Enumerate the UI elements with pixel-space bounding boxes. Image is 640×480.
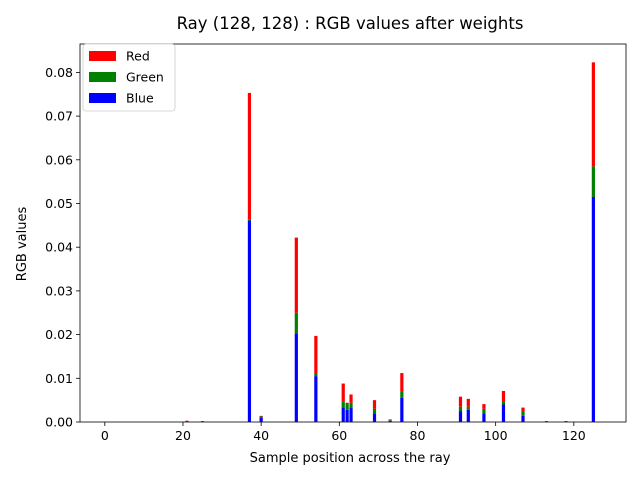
bar-green-91 bbox=[458, 406, 463, 412]
bar-green-69 bbox=[372, 408, 377, 414]
bar-green-102 bbox=[501, 401, 506, 405]
bar-blue-102 bbox=[501, 404, 506, 422]
bar-group bbox=[185, 62, 595, 422]
x-tick-label: 100 bbox=[484, 428, 508, 443]
y-tick-label: 0.00 bbox=[45, 415, 73, 430]
y-tick-label: 0.07 bbox=[45, 109, 73, 124]
bar-blue-54 bbox=[314, 376, 318, 422]
bar-green-40 bbox=[259, 416, 263, 418]
bar-green-61 bbox=[341, 401, 345, 408]
bar-blue-61 bbox=[341, 407, 345, 422]
bar-blue-25 bbox=[200, 421, 205, 422]
legend-label-red: Red bbox=[126, 49, 150, 64]
bar-blue-113 bbox=[544, 421, 549, 422]
legend: Red Green Blue bbox=[82, 43, 176, 112]
bar-blue-37 bbox=[247, 220, 252, 422]
y-axis-label: RGB values bbox=[15, 207, 30, 282]
bar-green-76 bbox=[400, 391, 404, 398]
bar-red-102 bbox=[501, 390, 506, 402]
y-tick-label: 0.05 bbox=[45, 196, 73, 211]
x-tick-label: 0 bbox=[101, 428, 109, 443]
x-tick-label: 120 bbox=[562, 428, 586, 443]
bar-red-93 bbox=[466, 398, 470, 407]
bar-red-125 bbox=[591, 62, 595, 167]
bar-green-37 bbox=[247, 219, 252, 221]
legend-swatch-red bbox=[89, 51, 116, 61]
x-axis-label: Sample position across the ray bbox=[250, 451, 451, 466]
bar-red-54 bbox=[314, 335, 318, 374]
bar-green-54 bbox=[314, 373, 318, 377]
bar-green-73 bbox=[388, 420, 392, 421]
y-tick-label: 0.01 bbox=[45, 371, 73, 386]
y-axis: 0.00 0.01 0.02 0.03 0.04 0.05 0.06 0.07 0.08 bbox=[45, 65, 80, 430]
bar-red-97 bbox=[482, 404, 486, 409]
bar-green-93 bbox=[466, 406, 470, 410]
bar-green-63 bbox=[349, 402, 353, 409]
bar-blue-91 bbox=[458, 411, 463, 422]
bar-blue-107 bbox=[521, 415, 525, 422]
y-tick-label: 0.04 bbox=[45, 240, 73, 255]
y-tick-label: 0.08 bbox=[45, 65, 73, 80]
x-tick-label: 40 bbox=[253, 428, 269, 443]
bar-blue-73 bbox=[388, 420, 392, 422]
bar-red-49 bbox=[294, 237, 298, 313]
legend-label-blue: Blue bbox=[126, 91, 154, 106]
y-tick-label: 0.03 bbox=[45, 283, 73, 298]
bar-blue-118 bbox=[564, 421, 568, 422]
x-tick-label: 20 bbox=[175, 428, 191, 443]
bar-red-73 bbox=[388, 419, 392, 421]
legend-swatch-blue bbox=[89, 93, 116, 103]
bar-blue-63 bbox=[349, 408, 353, 422]
bar-red-63 bbox=[349, 394, 353, 403]
x-tick-label: 60 bbox=[331, 428, 347, 443]
bar-blue-93 bbox=[466, 409, 470, 422]
chart-title: Ray (128, 128) : RGB values after weight… bbox=[177, 14, 524, 33]
bar-green-49 bbox=[294, 312, 298, 334]
legend-swatch-green bbox=[89, 72, 116, 82]
bar-red-69 bbox=[372, 400, 377, 409]
bar-red-61 bbox=[341, 383, 345, 402]
bar-green-125 bbox=[591, 166, 595, 197]
bar-red-21 bbox=[185, 420, 189, 422]
bar-red-62 bbox=[345, 402, 349, 405]
bar-blue-76 bbox=[400, 397, 404, 422]
y-tick-label: 0.06 bbox=[45, 152, 73, 167]
bar-blue-62 bbox=[345, 409, 349, 422]
legend-label-green: Green bbox=[126, 70, 164, 85]
bar-red-37 bbox=[247, 92, 252, 220]
bar-red-76 bbox=[400, 373, 404, 392]
y-tick-label: 0.02 bbox=[45, 327, 73, 342]
bar-blue-69 bbox=[372, 413, 377, 422]
x-tick-label: 80 bbox=[410, 428, 426, 443]
bar-blue-97 bbox=[482, 413, 486, 422]
bar-red-91 bbox=[458, 396, 463, 407]
bar-green-97 bbox=[482, 408, 486, 414]
x-axis: 0 20 40 60 80 100 120 bbox=[101, 422, 586, 443]
bar-blue-40 bbox=[259, 417, 263, 422]
bar-blue-49 bbox=[294, 333, 298, 422]
plot-area bbox=[79, 43, 627, 423]
bar-blue-21 bbox=[185, 421, 189, 422]
bar-green-107 bbox=[521, 411, 525, 416]
bar-red-40 bbox=[259, 415, 263, 417]
bar-green-62 bbox=[345, 404, 349, 410]
bar-blue-125 bbox=[591, 196, 595, 422]
bar-red-107 bbox=[521, 407, 525, 412]
